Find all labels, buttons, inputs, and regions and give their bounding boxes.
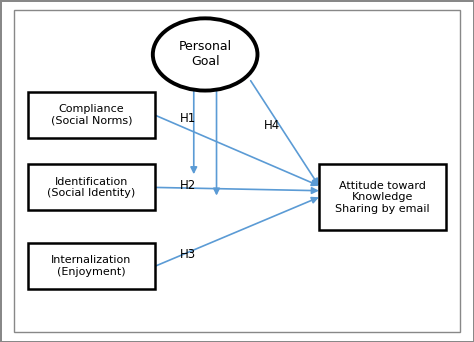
Text: H3: H3 [180,248,196,261]
Text: Identification
(Social Identity): Identification (Social Identity) [47,176,136,198]
FancyBboxPatch shape [27,243,155,289]
Text: H2: H2 [180,179,196,192]
Ellipse shape [153,18,257,91]
FancyBboxPatch shape [27,92,155,138]
Text: H4: H4 [264,119,281,132]
Text: Personal
Goal: Personal Goal [179,40,232,68]
Text: H1: H1 [180,112,196,125]
FancyBboxPatch shape [27,165,155,210]
Text: Internalization
(Enjoyment): Internalization (Enjoyment) [51,255,132,277]
Text: Attitude toward
Knowledge
Sharing by email: Attitude toward Knowledge Sharing by ema… [335,181,430,214]
FancyBboxPatch shape [319,165,447,230]
Text: Compliance
(Social Norms): Compliance (Social Norms) [51,104,132,126]
